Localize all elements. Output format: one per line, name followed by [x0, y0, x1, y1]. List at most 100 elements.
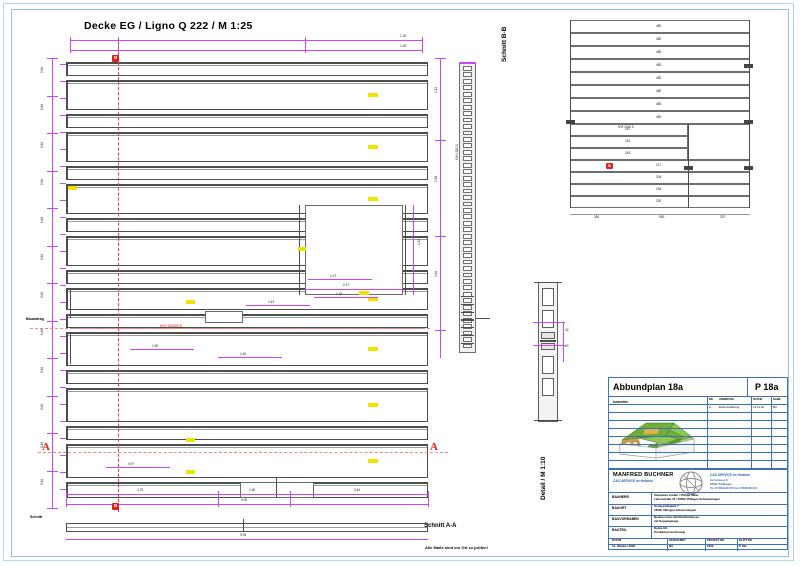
row-label-bauherr: BAUHERR	[612, 495, 629, 499]
section-bb-leader	[476, 318, 490, 319]
reference-line-bauantrag	[30, 328, 430, 329]
dim-tick-left	[47, 95, 58, 97]
plan-band-inner-line	[66, 447, 428, 448]
dim-tick-top	[422, 37, 423, 53]
plan-band-top-line	[66, 370, 428, 372]
dim-tick-right	[435, 236, 446, 237]
section-bb-rung	[463, 149, 472, 155]
footer-label-project: PROJEKT-NR.	[707, 539, 725, 542]
section-right-row-label: 450	[656, 114, 662, 119]
dim-edge-tick	[60, 166, 66, 167]
dim-tick-left-end	[47, 508, 58, 509]
section-right-row-label: 450	[656, 88, 662, 93]
section-right-side-label: KVH 200 S	[618, 125, 634, 129]
revision-header-nr: NR.	[709, 398, 714, 401]
detail-dim-v	[563, 322, 564, 362]
dim-tick-left	[47, 283, 58, 284]
section-right-view: 450 450 450 450 450 450 450 450 247 241 243 217 204 2…	[560, 16, 760, 246]
section-bb-rung	[463, 182, 472, 188]
footer-label-date: DATUM	[612, 539, 622, 542]
section-bb-rung	[463, 285, 472, 291]
plan-band-left-cap	[66, 236, 68, 266]
company-address-2: 78532 Tuttlingen	[710, 482, 732, 486]
section-bb-rung	[463, 304, 472, 310]
dim-tick-bottom	[290, 491, 291, 507]
section-right-row-label: 450	[656, 23, 662, 28]
plan-band-bottom-line	[66, 364, 428, 366]
section-bb-heavy-rule	[461, 319, 474, 321]
dim-interior-value: 1.43	[268, 300, 275, 304]
section-bb-heavy-rule	[461, 311, 474, 313]
footer-label-sheet: BLATT-NR.	[739, 539, 753, 542]
detail-cell	[542, 378, 554, 396]
dim-top-value: 1.25	[400, 34, 407, 38]
row-value-bauvorhaben-2: mit Doppelgarage	[654, 519, 679, 523]
dim-bottom-value: 3.40	[354, 488, 361, 492]
section-line-b	[118, 42, 119, 512]
detail-label: Detail / M 1:10	[540, 456, 547, 500]
dim-edge-tick	[60, 285, 66, 286]
dim-interior-line	[246, 305, 310, 306]
dim-left-value: 0.64	[40, 216, 44, 223]
plan-band-bottom-line	[66, 126, 428, 128]
detail-dim-2	[533, 345, 565, 346]
section-right-row-label: 247	[625, 127, 631, 131]
detail-plate	[541, 332, 555, 339]
section-right-connector	[684, 166, 693, 170]
plan-band-left-cap	[66, 218, 68, 232]
plan-band-inner-line	[66, 373, 428, 374]
dim-edge-tick	[60, 64, 66, 65]
section-bb-heavy-rule	[461, 327, 474, 329]
section-bb-heavy-rule	[461, 296, 474, 298]
plan-panel-chip	[368, 403, 378, 407]
dim-opening-vline	[413, 205, 414, 295]
dim-left-value: 0.64	[40, 141, 44, 148]
dim-tick-right	[435, 330, 446, 331]
plan-band-right-cap	[426, 184, 428, 214]
section-right-mark-b: B	[606, 163, 613, 169]
section-aa-post	[243, 519, 245, 532]
section-aa-dim-total: 9.05	[240, 533, 247, 537]
plan-band-inner-line	[66, 429, 428, 430]
titleblock-preview-caption: Isometrie	[613, 400, 629, 404]
plan-marker-chip	[186, 470, 195, 474]
section-bb-rung	[463, 233, 472, 239]
plan-band-inner-line	[66, 221, 428, 222]
dim-edge-tick	[60, 115, 66, 116]
dim-opening-height: 2.15	[417, 238, 421, 245]
detail-dim-1	[533, 322, 565, 323]
dim-tick-left	[47, 395, 58, 397]
dim-tick-left	[47, 208, 58, 209]
plan-band-top-line	[66, 426, 428, 428]
section-line-a	[38, 452, 448, 453]
section-bb-rung	[463, 156, 472, 162]
detail-plate-2	[541, 343, 555, 350]
plan-band-inner-line	[66, 135, 428, 136]
section-aa-top-line	[66, 523, 428, 525]
plan-band-right-cap	[426, 426, 428, 440]
section-mark-b-top: B	[112, 55, 120, 62]
dim-tick-bottom	[428, 491, 429, 507]
row-label-bauteil: BAUTEIL	[612, 528, 627, 532]
section-bb-rung	[463, 272, 472, 278]
section-bb-heavy-rule	[461, 342, 474, 344]
plan-band-right-cap	[426, 388, 428, 422]
section-bb-rung	[463, 201, 472, 207]
section-bb-rung	[463, 246, 472, 252]
dim-edge-tick	[60, 302, 66, 303]
row-label-bauort: BAUORT	[612, 506, 627, 510]
plan-band-top-line	[66, 444, 428, 446]
dim-tick-top	[305, 37, 306, 53]
dim-top-value: 1.25	[400, 44, 407, 48]
company-address-1: Achstrasse 9	[710, 478, 728, 482]
row-value-bauherr-1: Stephanie Gruber / Philipp Maier	[654, 493, 699, 497]
dim-right-line	[440, 58, 441, 358]
section-right-row-label: 450	[656, 62, 662, 67]
dim-edge-tick	[60, 251, 66, 252]
plan-band-bottom-line	[66, 264, 428, 266]
plan-band-right-cap	[426, 166, 428, 180]
dim-right-value: 1.12	[434, 86, 438, 93]
section-right-row-label: 450	[656, 101, 662, 106]
plan-band-top-line	[66, 236, 428, 238]
